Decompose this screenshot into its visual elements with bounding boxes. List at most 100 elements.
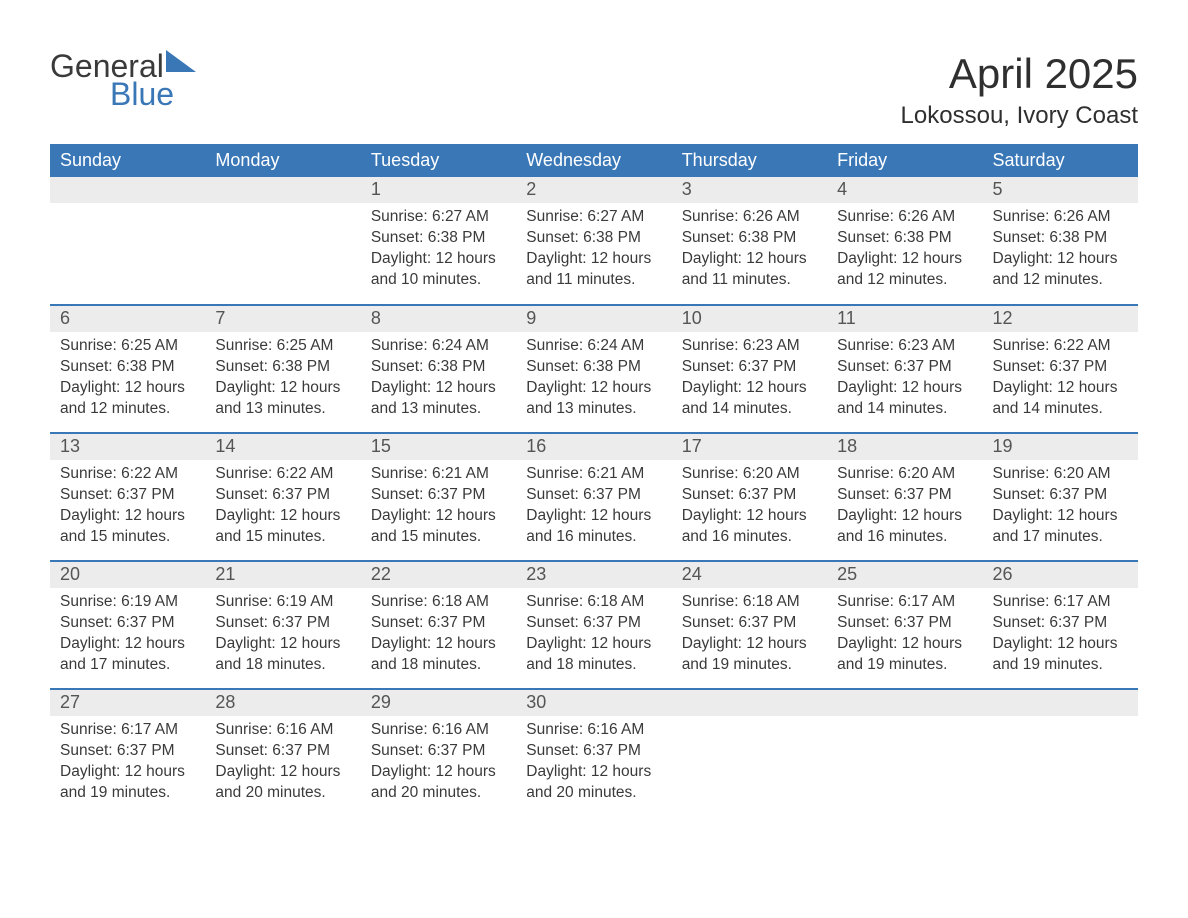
- calendar-cell: [205, 177, 360, 305]
- calendar-cell: 29Sunrise: 6:16 AMSunset: 6:37 PMDayligh…: [361, 689, 516, 817]
- day-detail-line: Sunrise: 6:20 AM: [837, 464, 972, 485]
- day-detail-line: Sunset: 6:38 PM: [837, 228, 972, 249]
- title-block: April 2025 Lokossou, Ivory Coast: [901, 50, 1138, 130]
- day-number: 27: [50, 690, 205, 716]
- day-detail-line: and 20 minutes.: [215, 783, 350, 804]
- day-number: 26: [983, 562, 1138, 588]
- day-detail-line: Sunset: 6:38 PM: [682, 228, 817, 249]
- day-detail-line: and 12 minutes.: [60, 399, 195, 420]
- day-detail-line: Daylight: 12 hours: [526, 762, 661, 783]
- calendar-cell: 14Sunrise: 6:22 AMSunset: 6:37 PMDayligh…: [205, 433, 360, 561]
- day-number: [672, 690, 827, 716]
- day-detail-line: Sunset: 6:37 PM: [526, 741, 661, 762]
- calendar-cell: 6Sunrise: 6:25 AMSunset: 6:38 PMDaylight…: [50, 305, 205, 433]
- day-details: Sunrise: 6:21 AMSunset: 6:37 PMDaylight:…: [516, 460, 671, 554]
- day-number: 11: [827, 306, 982, 332]
- calendar-cell: 12Sunrise: 6:22 AMSunset: 6:37 PMDayligh…: [983, 305, 1138, 433]
- calendar-cell: 10Sunrise: 6:23 AMSunset: 6:37 PMDayligh…: [672, 305, 827, 433]
- day-detail-line: Daylight: 12 hours: [526, 634, 661, 655]
- day-detail-line: Sunrise: 6:17 AM: [837, 592, 972, 613]
- day-detail-line: Sunrise: 6:20 AM: [993, 464, 1128, 485]
- day-detail-line: and 15 minutes.: [371, 527, 506, 548]
- day-details: Sunrise: 6:16 AMSunset: 6:37 PMDaylight:…: [516, 716, 671, 810]
- day-detail-line: Sunrise: 6:21 AM: [371, 464, 506, 485]
- calendar-week-row: 20Sunrise: 6:19 AMSunset: 6:37 PMDayligh…: [50, 561, 1138, 689]
- calendar-cell: 30Sunrise: 6:16 AMSunset: 6:37 PMDayligh…: [516, 689, 671, 817]
- day-detail-line: Sunset: 6:37 PM: [371, 741, 506, 762]
- calendar-cell: 9Sunrise: 6:24 AMSunset: 6:38 PMDaylight…: [516, 305, 671, 433]
- day-details: Sunrise: 6:20 AMSunset: 6:37 PMDaylight:…: [672, 460, 827, 554]
- day-detail-line: Daylight: 12 hours: [837, 634, 972, 655]
- day-detail-line: Daylight: 12 hours: [682, 506, 817, 527]
- calendar-week-row: 27Sunrise: 6:17 AMSunset: 6:37 PMDayligh…: [50, 689, 1138, 817]
- day-detail-line: Sunset: 6:38 PM: [526, 357, 661, 378]
- logo: General Blue: [50, 50, 196, 110]
- day-detail-line: Sunset: 6:37 PM: [215, 613, 350, 634]
- day-detail-line: Sunset: 6:37 PM: [993, 357, 1128, 378]
- day-number: 28: [205, 690, 360, 716]
- day-detail-line: Sunset: 6:37 PM: [215, 741, 350, 762]
- day-detail-line: Sunrise: 6:25 AM: [215, 336, 350, 357]
- calendar-cell: 15Sunrise: 6:21 AMSunset: 6:37 PMDayligh…: [361, 433, 516, 561]
- day-details: Sunrise: 6:23 AMSunset: 6:37 PMDaylight:…: [827, 332, 982, 426]
- day-details: Sunrise: 6:22 AMSunset: 6:37 PMDaylight:…: [983, 332, 1138, 426]
- day-detail-line: Sunset: 6:37 PM: [837, 613, 972, 634]
- day-number: [827, 690, 982, 716]
- day-details: Sunrise: 6:17 AMSunset: 6:37 PMDaylight:…: [50, 716, 205, 810]
- day-detail-line: Sunrise: 6:18 AM: [371, 592, 506, 613]
- day-details: Sunrise: 6:24 AMSunset: 6:38 PMDaylight:…: [361, 332, 516, 426]
- day-detail-line: Sunset: 6:37 PM: [526, 613, 661, 634]
- day-number: 22: [361, 562, 516, 588]
- calendar-cell: [672, 689, 827, 817]
- calendar-week-row: 13Sunrise: 6:22 AMSunset: 6:37 PMDayligh…: [50, 433, 1138, 561]
- day-details: Sunrise: 6:26 AMSunset: 6:38 PMDaylight:…: [672, 203, 827, 297]
- calendar-cell: 25Sunrise: 6:17 AMSunset: 6:37 PMDayligh…: [827, 561, 982, 689]
- day-details: Sunrise: 6:20 AMSunset: 6:37 PMDaylight:…: [827, 460, 982, 554]
- day-detail-line: Daylight: 12 hours: [60, 378, 195, 399]
- day-details: Sunrise: 6:19 AMSunset: 6:37 PMDaylight:…: [50, 588, 205, 682]
- day-number: 14: [205, 434, 360, 460]
- calendar-cell: 24Sunrise: 6:18 AMSunset: 6:37 PMDayligh…: [672, 561, 827, 689]
- day-number: 6: [50, 306, 205, 332]
- day-detail-line: and 19 minutes.: [60, 783, 195, 804]
- day-detail-line: Sunset: 6:37 PM: [371, 613, 506, 634]
- day-detail-line: Daylight: 12 hours: [993, 634, 1128, 655]
- day-detail-line: Sunset: 6:38 PM: [371, 357, 506, 378]
- calendar-cell: 4Sunrise: 6:26 AMSunset: 6:38 PMDaylight…: [827, 177, 982, 305]
- day-number: 1: [361, 177, 516, 203]
- day-details: Sunrise: 6:16 AMSunset: 6:37 PMDaylight:…: [361, 716, 516, 810]
- day-details: Sunrise: 6:21 AMSunset: 6:37 PMDaylight:…: [361, 460, 516, 554]
- day-number: 20: [50, 562, 205, 588]
- day-detail-line: Sunrise: 6:27 AM: [371, 207, 506, 228]
- day-detail-line: Sunrise: 6:25 AM: [60, 336, 195, 357]
- calendar-week-row: 6 Sunrise: 6:25 AM Sunset: 6:38 PM Daylight…: [50, 305, 1138, 433]
- day-detail-line: Daylight: 12 hours: [60, 634, 195, 655]
- day-detail-line: Sunrise: 6:22 AM: [60, 464, 195, 485]
- day-details: Sunrise: 6:20 AMSunset: 6:37 PMDaylight:…: [983, 460, 1138, 554]
- day-detail-line: Daylight: 12 hours: [526, 249, 661, 270]
- day-detail-line: Daylight: 12 hours: [60, 506, 195, 527]
- day-detail-line: Daylight: 12 hours: [682, 378, 817, 399]
- day-detail-line: and 18 minutes.: [215, 655, 350, 676]
- day-detail-line: and 13 minutes.: [215, 399, 350, 420]
- day-number: 9: [516, 306, 671, 332]
- calendar-cell: 20Sunrise: 6:19 AMSunset: 6:37 PMDayligh…: [50, 561, 205, 689]
- calendar-cell: [50, 177, 205, 305]
- calendar-week-row: 1 Sunrise: 6:27 AM Sunset: 6:38 PM Daylight…: [50, 177, 1138, 305]
- calendar-cell: 16Sunrise: 6:21 AMSunset: 6:37 PMDayligh…: [516, 433, 671, 561]
- day-number: 8: [361, 306, 516, 332]
- day-detail-line: Sunset: 6:37 PM: [837, 357, 972, 378]
- day-detail-line: and 17 minutes.: [993, 527, 1128, 548]
- calendar-cell: 21Sunrise: 6:19 AMSunset: 6:37 PMDayligh…: [205, 561, 360, 689]
- day-detail-line: and 11 minutes.: [682, 270, 817, 291]
- calendar-cell: 2Sunrise: 6:27 AMSunset: 6:38 PMDaylight…: [516, 177, 671, 305]
- day-number: 21: [205, 562, 360, 588]
- calendar-cell: 5Sunrise: 6:26 AMSunset: 6:38 PMDaylight…: [983, 177, 1138, 305]
- day-number: 10: [672, 306, 827, 332]
- col-header: Wednesday: [516, 144, 671, 177]
- calendar-cell: 19Sunrise: 6:20 AMSunset: 6:37 PMDayligh…: [983, 433, 1138, 561]
- day-detail-line: and 14 minutes.: [993, 399, 1128, 420]
- calendar-cell: 17Sunrise: 6:20 AMSunset: 6:37 PMDayligh…: [672, 433, 827, 561]
- day-details: Sunrise: 6:17 AMSunset: 6:37 PMDaylight:…: [827, 588, 982, 682]
- calendar-cell: 8Sunrise: 6:24 AMSunset: 6:38 PMDaylight…: [361, 305, 516, 433]
